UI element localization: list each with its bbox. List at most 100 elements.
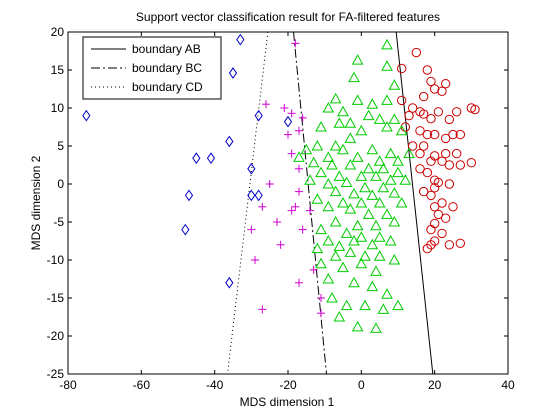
data-point-triangle-77 [311, 242, 324, 254]
y-tick-label-5: -5 [53, 215, 64, 229]
data-point-triangle-69 [340, 227, 353, 238]
data-point-triangle-72 [322, 234, 335, 246]
data-point-circle-7 [440, 78, 451, 89]
data-point-triangle-96 [333, 310, 346, 322]
data-point-triangle-97 [351, 320, 364, 332]
data-point-triangle-94 [377, 303, 390, 314]
data-point-circle-3 [422, 65, 433, 75]
data-point-triangle-40 [315, 166, 327, 178]
data-points [82, 33, 480, 333]
legend-label-2: boundary BC [132, 61, 202, 75]
data-point-triangle-88 [348, 276, 360, 288]
data-point-triangle-57 [355, 196, 368, 208]
data-point-triangle-78 [329, 250, 342, 261]
data-point-circle-9 [396, 95, 407, 106]
data-point-diamond-11 [247, 189, 256, 202]
data-point-triangle-76 [333, 240, 346, 251]
data-point-circle-2 [396, 63, 407, 74]
data-point-triangle-61 [344, 203, 357, 214]
data-point-triangle-16 [333, 117, 346, 128]
data-point-triangle-53 [366, 189, 379, 200]
data-point-diamond-2 [228, 67, 238, 79]
data-point-triangle-74 [366, 238, 379, 250]
data-point-triangle-85 [355, 257, 368, 269]
data-point-circle-49 [433, 209, 444, 220]
data-point-diamond-9 [247, 162, 256, 175]
data-point-circle-13 [418, 109, 429, 119]
data-point-circle-53 [437, 228, 447, 239]
data-point-triangle-80 [359, 250, 371, 261]
data-point-triangle-81 [373, 250, 386, 261]
x-tick-label-3: -40 [206, 378, 224, 392]
data-point-triangle-30 [351, 151, 364, 162]
boundary-line-1 [395, 32, 434, 374]
data-point-plus-8 [287, 149, 296, 158]
data-point-triangle-79 [344, 246, 357, 257]
data-point-diamond-10 [184, 189, 194, 202]
data-point-plus-9 [295, 164, 303, 173]
data-point-circle-38 [415, 164, 425, 174]
x-tick-label-2: -60 [133, 378, 151, 392]
data-point-triangle-38 [377, 162, 390, 174]
boundary-lines [227, 32, 434, 374]
data-point-triangle-36 [344, 158, 357, 170]
data-point-triangle-59 [395, 196, 408, 208]
y-tick-label-1: -25 [47, 367, 65, 381]
y-tick-label-2: -20 [47, 329, 65, 343]
data-point-circle-1 [411, 47, 422, 58]
data-point-circle-36 [455, 160, 466, 170]
data-point-plus-4 [287, 109, 296, 118]
data-point-diamond-14 [225, 276, 234, 289]
data-point-plus-20 [251, 256, 259, 264]
data-point-triangle-62 [362, 208, 375, 219]
data-point-triangle-5 [388, 79, 401, 90]
data-point-circle-50 [440, 213, 451, 223]
data-point-plus-15 [306, 206, 314, 215]
data-point-plus-18 [298, 225, 307, 234]
data-point-triangle-68 [315, 223, 327, 235]
data-point-circle-37 [466, 158, 477, 168]
data-point-circle-42 [444, 179, 455, 189]
data-point-triangle-82 [388, 253, 401, 265]
data-point-triangle-48 [340, 176, 353, 187]
data-point-plus-17 [247, 225, 256, 234]
legend: boundary AB boundary BC boundary CD [82, 36, 222, 100]
series-diamond [82, 33, 293, 289]
data-point-triangle-45 [399, 174, 412, 185]
data-point-triangle-2 [351, 54, 364, 65]
data-point-triangle-35 [326, 158, 338, 170]
data-point-triangle-26 [384, 147, 397, 159]
data-point-circle-28 [418, 141, 429, 151]
data-point-triangle-34 [307, 156, 320, 168]
x-tick-label-7: 40 [501, 378, 515, 392]
data-point-triangle-60 [322, 200, 335, 212]
legend-label-1: boundary AB [132, 42, 201, 56]
data-point-triangle-27 [403, 147, 415, 159]
data-point-plus-11 [295, 187, 303, 196]
data-point-triangle-32 [373, 155, 386, 166]
y-tick-label-4: -10 [47, 253, 65, 267]
data-point-plus-16 [273, 218, 281, 226]
data-point-plus-10 [265, 180, 274, 188]
data-point-triangle-46 [304, 174, 316, 185]
data-point-triangle-86 [370, 265, 382, 276]
y-tick-label-6: 0 [57, 177, 64, 191]
data-point-triangle-84 [337, 261, 349, 273]
x-axis-label: MDS dimension 1 [240, 395, 335, 409]
data-point-triangle-58 [373, 196, 386, 208]
data-point-triangle-37 [362, 162, 375, 174]
data-point-triangle-51 [329, 185, 342, 197]
data-point-plus-19 [276, 240, 285, 249]
x-tick-label-1: -80 [59, 378, 77, 392]
data-point-plus-7 [284, 130, 292, 139]
data-point-plus-22 [295, 278, 303, 287]
data-point-circle-17 [451, 107, 462, 117]
data-point-circle-44 [418, 186, 429, 197]
data-point-triangle-47 [322, 177, 335, 189]
data-point-circle-56 [455, 238, 466, 248]
boundary-line-2 [293, 32, 327, 374]
data-point-triangle-50 [377, 181, 390, 193]
y-tick-label-8: 10 [51, 101, 65, 115]
y-tick-label-7: 5 [57, 139, 64, 153]
